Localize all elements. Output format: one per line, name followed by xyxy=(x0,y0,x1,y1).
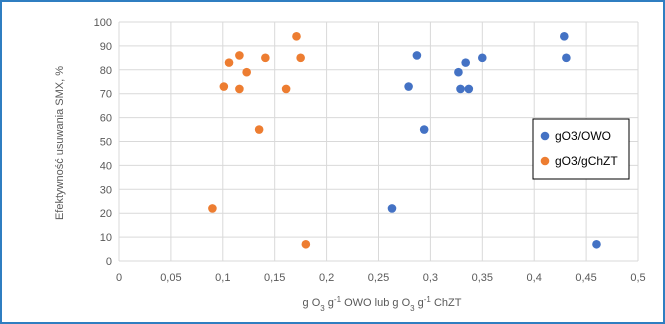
x-tick-label: 0,5 xyxy=(630,272,645,284)
data-point-gchzt xyxy=(301,239,311,249)
x-tick-label: 0,25 xyxy=(368,272,389,284)
y-tick-label: 100 xyxy=(94,17,112,29)
legend-label-gchzt: gO3/gChZT xyxy=(555,154,618,168)
y-tick-label: 10 xyxy=(100,232,112,244)
x-tick-label: 0 xyxy=(116,272,122,284)
data-points xyxy=(208,32,601,249)
x-tick-label: 0,05 xyxy=(160,272,181,284)
data-point-owo xyxy=(464,84,474,94)
y-axis-title: Efektywność usuwania SMX, % xyxy=(54,66,66,220)
x-tick-label: 0,2 xyxy=(319,272,334,284)
data-point-gchzt xyxy=(219,82,229,91)
data-point-gchzt xyxy=(292,32,301,41)
y-tick-label: 90 xyxy=(100,41,112,53)
data-point-gchzt xyxy=(254,125,264,134)
data-point-gchzt xyxy=(261,53,270,63)
x-tick-label: 0,1 xyxy=(215,272,230,284)
y-tick-label: 0 xyxy=(106,256,112,268)
data-point-owo xyxy=(592,239,601,249)
y-tick-label: 60 xyxy=(100,113,112,125)
data-point-owo xyxy=(412,51,422,60)
data-point-owo xyxy=(461,58,470,67)
data-point-gchzt xyxy=(235,84,244,94)
legend-marker-owo xyxy=(540,131,550,141)
y-tick-label: 80 xyxy=(100,65,112,77)
y-tick-label: 40 xyxy=(100,160,112,172)
data-point-gchzt xyxy=(224,58,234,67)
legend-marker-gchzt xyxy=(540,156,550,166)
x-tick-label: 0,15 xyxy=(264,272,285,284)
data-point-gchzt xyxy=(296,53,305,63)
y-tick-label: 30 xyxy=(100,184,112,196)
legend-box xyxy=(532,118,630,180)
data-point-owo xyxy=(478,53,487,63)
data-point-owo xyxy=(562,53,571,63)
data-point-owo xyxy=(404,82,413,91)
data-point-owo xyxy=(419,125,429,134)
data-point-owo xyxy=(454,67,463,77)
x-tick-label: 0,4 xyxy=(527,272,542,284)
x-tick-label: 0,35 xyxy=(472,272,493,284)
y-tick-label: 70 xyxy=(100,89,112,101)
x-tick-label: 0,3 xyxy=(423,272,438,284)
data-point-owo xyxy=(560,32,569,41)
y-tick-label: 20 xyxy=(100,208,112,220)
x-tick-label: 0,45 xyxy=(575,272,596,284)
data-point-gchzt xyxy=(235,51,244,60)
y-tick-label: 50 xyxy=(100,137,112,149)
data-point-gchzt xyxy=(242,67,251,77)
data-point-gchzt xyxy=(281,84,291,94)
data-point-owo xyxy=(456,84,465,94)
legend-label-owo: gO3/OWO xyxy=(555,129,611,143)
tick-labels: 0 10 20 30 40 50 60 70 80 90 100 0 0,05 0,1 0,15 0,2 0,2… xyxy=(94,17,646,284)
data-point-gchzt xyxy=(208,204,217,213)
x-axis-title: g O3 g-1 OWO lub g O3 g-1 ChZT xyxy=(303,295,462,313)
data-point-owo xyxy=(387,204,397,213)
legend: gO3/OWO gO3/gChZT xyxy=(532,118,630,180)
